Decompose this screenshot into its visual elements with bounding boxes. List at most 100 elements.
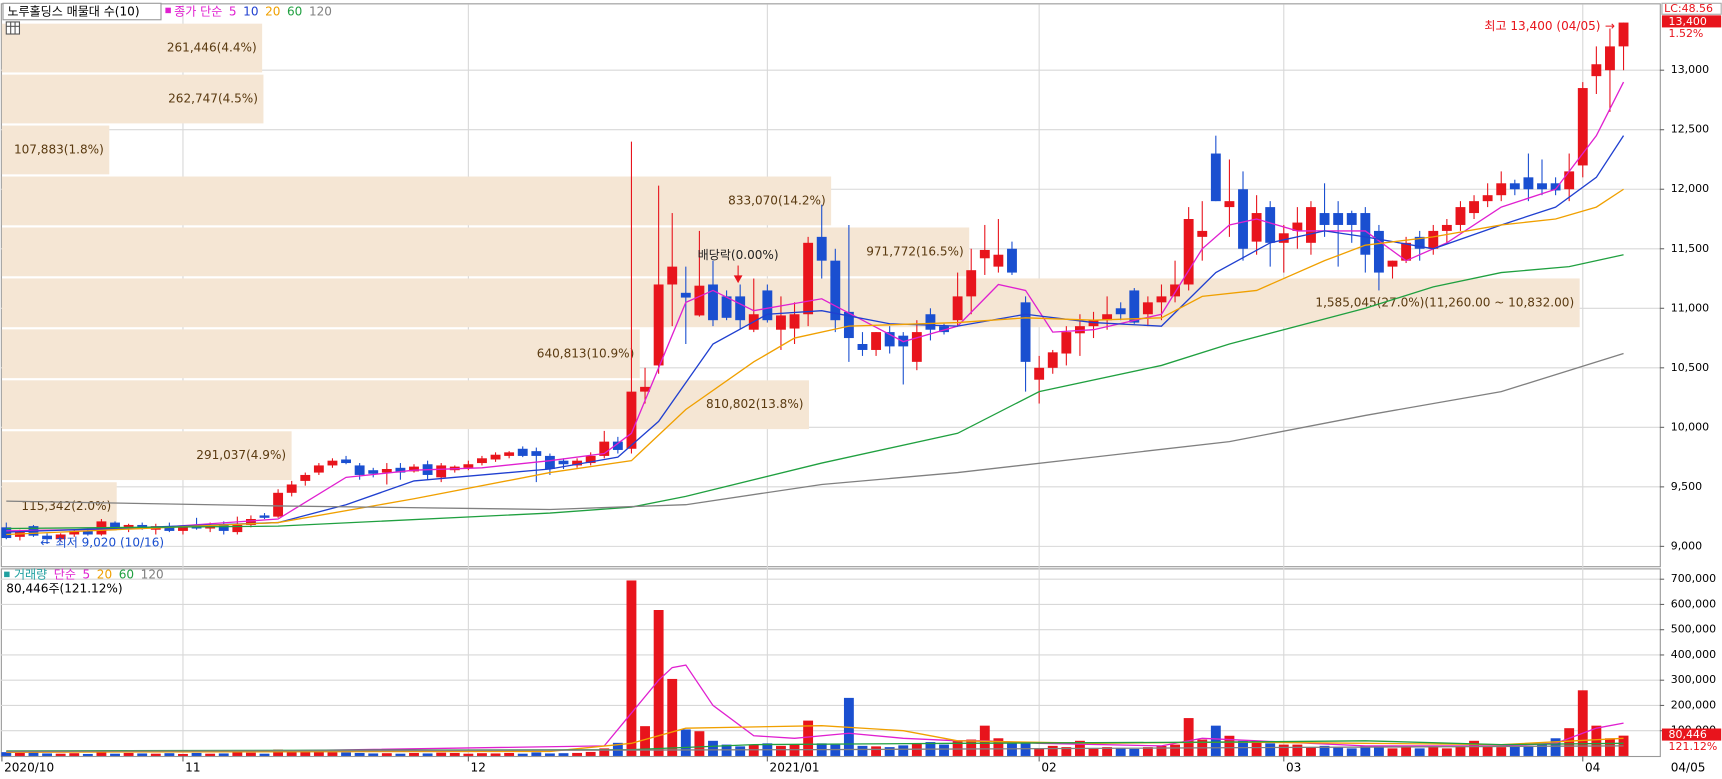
candle-body	[626, 391, 637, 449]
volume-bar	[558, 753, 569, 756]
candle-body	[911, 332, 922, 362]
ma-line	[6, 740, 1624, 752]
candle-body	[1306, 207, 1316, 243]
legend-entry: 120	[141, 567, 164, 581]
volume-bar	[1170, 744, 1180, 756]
y-tick-label: 700,000	[1671, 572, 1716, 585]
candle-body	[110, 522, 120, 528]
volume-bar	[463, 753, 474, 756]
volume-bar	[776, 745, 786, 756]
volume-bar	[626, 580, 637, 756]
volume-bar	[1509, 745, 1520, 756]
candle-body	[69, 530, 80, 535]
volume-bar	[55, 753, 66, 756]
candle-body	[463, 464, 474, 468]
candle-body	[612, 441, 623, 450]
volume-bar	[1034, 748, 1045, 756]
candle-body	[1469, 201, 1479, 214]
volume-bar	[42, 753, 53, 756]
profile-bar	[1, 125, 110, 175]
candle-body	[1414, 236, 1425, 249]
volume-bar	[1618, 735, 1629, 756]
candle-body	[1034, 367, 1045, 380]
candle-body	[653, 284, 664, 366]
title-box	[2, 2, 162, 21]
volume-bar	[137, 753, 148, 756]
candle-body	[259, 515, 270, 518]
candle-body	[857, 344, 868, 350]
volume-bar	[1482, 745, 1493, 756]
volume-bar	[735, 746, 746, 756]
volume-bar	[653, 610, 664, 756]
candle-body	[273, 492, 284, 517]
volume-bar	[544, 753, 555, 756]
volume-bar	[1156, 745, 1167, 756]
volume-bar	[1, 752, 12, 756]
volume-bar	[830, 744, 841, 756]
volume-bar	[150, 753, 161, 756]
ma-line	[6, 664, 1624, 753]
y-tick-label: 12,500	[1671, 123, 1709, 136]
candle-body	[1360, 213, 1371, 255]
candle-body	[599, 441, 610, 456]
volume-bar	[857, 745, 868, 756]
candle-body	[1564, 171, 1575, 190]
volume-bar	[245, 752, 256, 756]
volume-bar	[1265, 743, 1276, 756]
volume-bar	[313, 750, 324, 756]
candle-body	[1346, 213, 1357, 225]
volume-bar	[1564, 728, 1575, 756]
y-tick-label: 10,500	[1671, 361, 1709, 374]
x-tick-label: 03	[1286, 761, 1301, 775]
volume-bar	[69, 753, 80, 756]
volume-bar	[1496, 747, 1507, 756]
x-tick-label: 12	[471, 761, 486, 775]
candle-body	[1278, 233, 1289, 243]
volume-bar	[939, 744, 949, 756]
candle-body	[341, 459, 351, 464]
candle-body	[925, 314, 936, 330]
candle-body	[1605, 46, 1615, 71]
volume-bar	[1373, 747, 1384, 756]
volume-bar	[1577, 690, 1588, 756]
volume-bar	[477, 753, 487, 756]
volume-bar	[218, 753, 229, 756]
volume-bar	[599, 748, 610, 756]
volume-bar	[490, 753, 501, 756]
x-tick-label: 2020/10	[4, 761, 54, 775]
volume-bar	[504, 752, 515, 756]
candle-body	[218, 524, 229, 531]
volume-bar	[1428, 747, 1439, 756]
candle-body	[1591, 64, 1602, 77]
candle-body	[313, 465, 324, 473]
volume-bar	[1115, 748, 1126, 756]
last-date: 04/05	[1671, 761, 1706, 775]
high-label: 최고 13,400 (04/05)	[1484, 19, 1600, 33]
dividend-label: 배당락(0.00%)	[698, 248, 779, 262]
candle-body	[490, 454, 501, 460]
volume-bar	[1455, 745, 1466, 756]
table-icon[interactable]	[5, 21, 21, 35]
candle-body	[830, 260, 841, 321]
candle-body	[1333, 213, 1344, 225]
candle-body	[1401, 242, 1412, 261]
candle-body	[708, 284, 718, 321]
volume-bar	[572, 752, 583, 756]
candle-body	[300, 474, 311, 481]
ma-line	[6, 724, 1624, 753]
candle-body	[395, 467, 406, 473]
x-tick-label: 11	[185, 761, 200, 775]
x-tick-label: 04	[1585, 761, 1600, 775]
y-tick-label: 9,500	[1671, 480, 1702, 493]
volume-bar	[1061, 747, 1072, 756]
volume-bar	[28, 751, 39, 756]
volume-bar	[354, 752, 365, 756]
candle-body	[1537, 183, 1547, 190]
candle-body	[979, 249, 990, 259]
candle-body	[1115, 308, 1126, 315]
ma-line	[6, 254, 1624, 530]
volume-bar	[422, 753, 433, 756]
candle-body	[327, 460, 338, 466]
volume-bar	[164, 753, 175, 756]
volume-bar	[1333, 747, 1344, 756]
